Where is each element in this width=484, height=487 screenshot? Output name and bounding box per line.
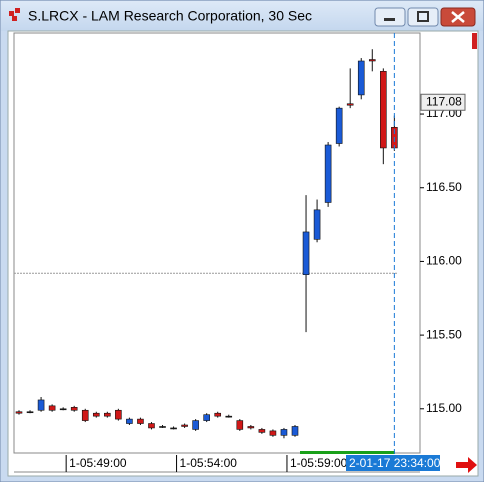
candle-body <box>148 423 155 429</box>
candle-body <box>324 144 332 203</box>
candle-body <box>70 407 78 411</box>
candle-body <box>81 409 89 421</box>
candle-body <box>302 231 310 275</box>
x-tick-label: 1-05:59:00 <box>290 456 348 470</box>
candle-body <box>280 429 288 436</box>
candle-body <box>170 427 177 430</box>
scroll-marker[interactable] <box>472 33 477 49</box>
y-tick-label: 115.50 <box>426 327 462 341</box>
candle-body <box>15 411 23 414</box>
candle-body <box>380 71 387 149</box>
candle-body <box>159 426 166 428</box>
candle-body <box>269 430 277 436</box>
candle-body <box>313 209 321 240</box>
candle-body <box>258 429 266 433</box>
candle-body <box>225 415 233 418</box>
candle-body <box>104 412 111 417</box>
cursor-time-label: 2-01-17 23:34:00 <box>349 456 441 470</box>
candle-body <box>137 418 144 424</box>
y-tick-label: 116.50 <box>426 180 462 194</box>
app-icon <box>9 8 20 21</box>
last-price-label: 117.08 <box>426 94 462 108</box>
candle-body <box>368 59 376 62</box>
close-button[interactable] <box>440 7 476 27</box>
scroll-right-arrow[interactable] <box>456 457 477 473</box>
candle-body <box>48 405 56 411</box>
candle-body <box>214 412 222 417</box>
candle-body <box>115 409 122 420</box>
y-tick-label: 116.00 <box>426 254 462 268</box>
candle-body <box>335 107 343 144</box>
candle-body <box>59 408 67 411</box>
candle-body <box>357 60 365 96</box>
candle-body <box>126 418 133 424</box>
candle-body <box>37 399 45 411</box>
candle-body <box>92 412 100 417</box>
candle-body <box>291 426 299 436</box>
candle-body <box>346 103 354 106</box>
minimize-button[interactable] <box>374 7 406 27</box>
candle-body <box>203 414 210 421</box>
y-tick-label: 115.00 <box>426 401 462 415</box>
last-price-box <box>420 93 466 111</box>
x-tick-label: 1-05:54:00 <box>180 456 238 470</box>
candle-body <box>26 411 34 414</box>
window-title: S.LRCX - LAM Research Corporation, 30 Se… <box>28 8 312 24</box>
cursor-time-box <box>346 455 440 471</box>
candle-body <box>192 420 199 430</box>
candle-body <box>181 424 188 427</box>
volume-bar <box>300 451 395 454</box>
x-tick-label: 1-05:49:00 <box>69 456 127 470</box>
plot-area <box>13 32 421 454</box>
candle-body <box>236 420 244 430</box>
candle-body <box>247 426 255 429</box>
maximize-button[interactable] <box>407 7 439 27</box>
